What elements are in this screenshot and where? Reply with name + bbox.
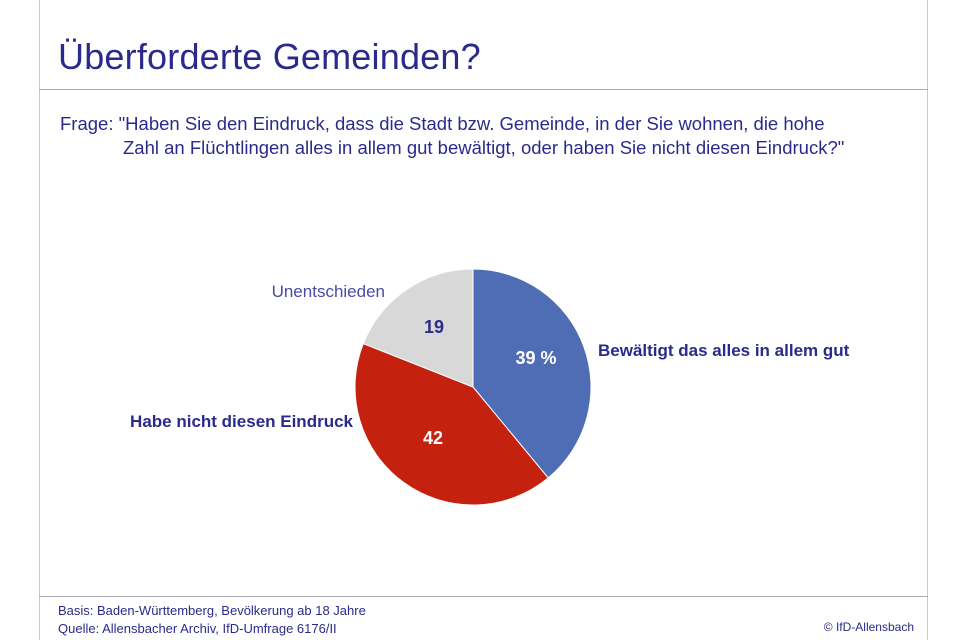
slice-value-label: 39 % [515,348,556,368]
footer-notes: Basis: Baden-Württemberg, Bevölkerung ab… [58,602,366,638]
slice-category-label: Habe nicht diesen Eindruck [130,412,353,431]
slice-value-label: 42 [423,428,443,448]
pie-slice-unentschieden [362,268,474,388]
footer-basis: Basis: Baden-Württemberg, Bevölkerung ab… [58,603,366,618]
pie-slice-bewaltigt-das-alles-in-allem-gut [472,268,592,479]
frame-left-border [39,0,40,640]
survey-question: Frage: "Haben Sie den Eindruck, dass die… [60,112,910,160]
slice-value-label: 19 [424,317,444,337]
slice-category-label: Bewältigt das alles in allem gut [598,341,850,360]
copyright-note: © IfD-Allensbach [823,620,914,634]
question-line-1: Frage: "Haben Sie den Eindruck, dass die… [60,113,825,134]
pie-slice-habe-nicht-diesen-eindruck [354,342,549,506]
footer-divider [39,596,928,597]
title-divider [39,89,928,90]
slice-category-label: Unentschieden [272,282,385,301]
chart-title: Überforderte Gemeinden? [58,36,481,78]
footer-source: Quelle: Allensbacher Archiv, IfD-Umfrage… [58,621,337,636]
frame-right-border [927,0,928,640]
question-line-2: Zahl an Flüchtlingen alles in allem gut … [123,137,845,158]
